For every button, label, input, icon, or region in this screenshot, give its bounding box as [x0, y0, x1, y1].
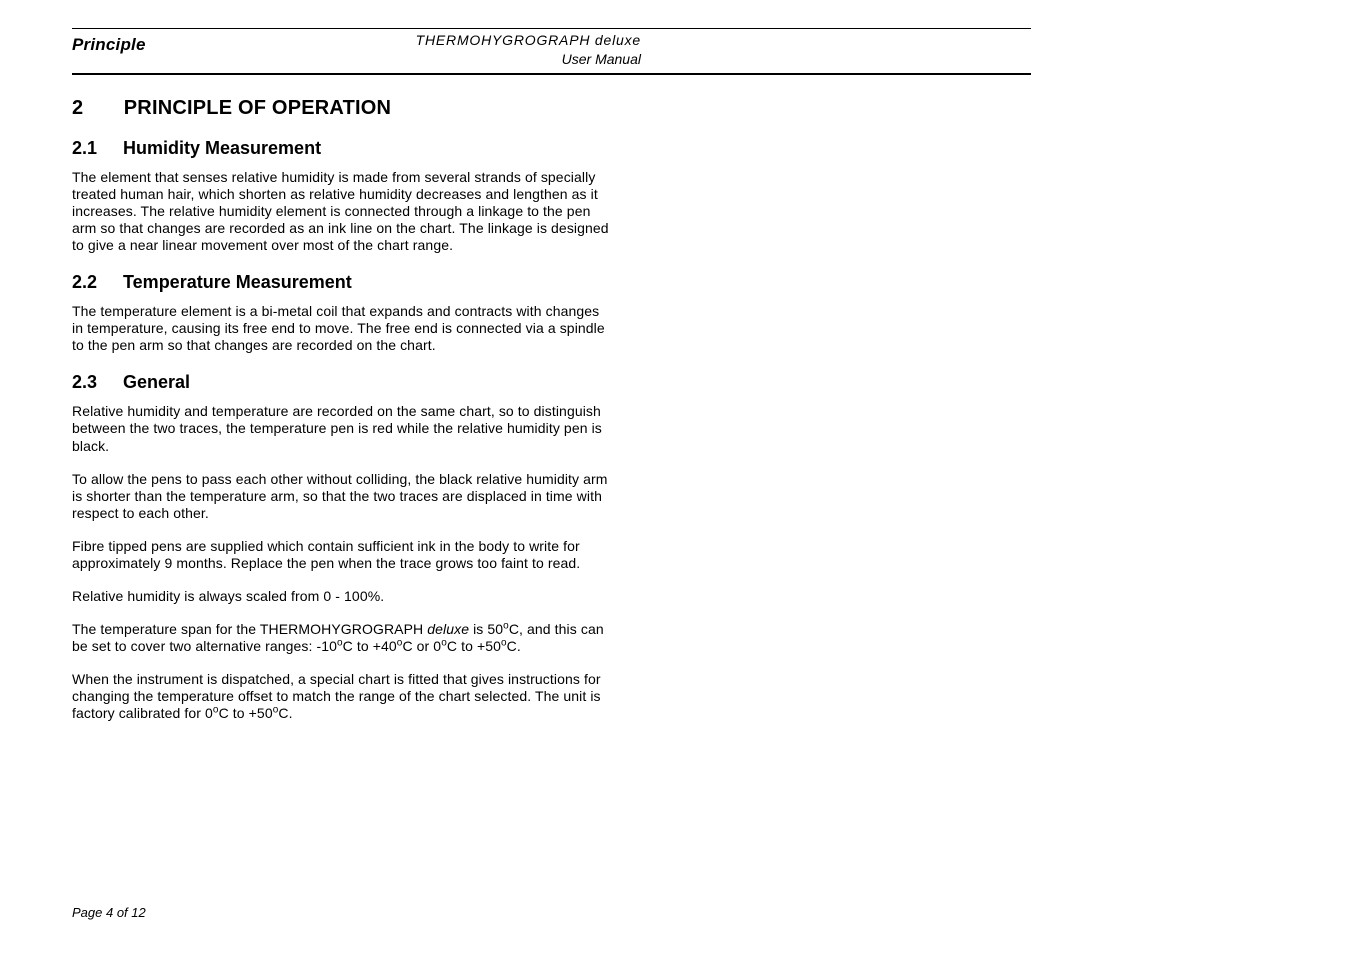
section-number: 2 — [72, 97, 118, 120]
subsection-title: General — [123, 372, 190, 392]
subsection-2-3-heading: 2.3 General — [72, 372, 1031, 393]
body-paragraph: The temperature element is a bi-metal co… — [72, 303, 612, 354]
subsection-number: 2.1 — [72, 138, 118, 159]
product-italic: deluxe — [427, 621, 469, 637]
section-title: PRINCIPLE OF OPERATION — [124, 97, 391, 119]
text-run: C. — [278, 705, 292, 721]
subsection-title: Humidity Measurement — [123, 138, 321, 158]
text-run: When the instrument is dispatched, a spe… — [72, 671, 601, 721]
page-header: Principle THERMOHYGROGRAPH deluxe User M… — [72, 29, 1031, 75]
page-footer: Page 4 of 12 — [72, 905, 146, 920]
text-run: C to +50 — [447, 638, 501, 654]
header-product-block: THERMOHYGROGRAPH deluxe User Manual — [416, 31, 1031, 69]
subsection-number: 2.3 — [72, 372, 118, 393]
manual-page: Principle THERMOHYGROGRAPH deluxe User M… — [0, 0, 1351, 954]
text-run: C or 0 — [402, 638, 441, 654]
body-paragraph: To allow the pens to pass each other wit… — [72, 471, 612, 522]
header-product: THERMOHYGROGRAPH deluxe — [416, 31, 641, 50]
body-paragraph: The element that senses relative humidit… — [72, 169, 612, 254]
body-paragraph: The temperature span for the THERMOHYGRO… — [72, 621, 612, 655]
subsection-2-2-heading: 2.2 Temperature Measurement — [72, 272, 1031, 293]
subsection-2-1-heading: 2.1 Humidity Measurement — [72, 138, 1031, 159]
text-run: is 50 — [469, 621, 503, 637]
text-run: C to +40 — [343, 638, 397, 654]
body-paragraph: Relative humidity and temperature are re… — [72, 403, 612, 454]
subsection-number: 2.2 — [72, 272, 118, 293]
body-paragraph: Fibre tipped pens are supplied which con… — [72, 538, 612, 572]
body-paragraph: Relative humidity is always scaled from … — [72, 588, 612, 605]
text-run: C to +50 — [219, 705, 273, 721]
section-heading: 2 PRINCIPLE OF OPERATION — [72, 97, 1031, 120]
header-subtitle: User Manual — [416, 50, 641, 69]
header-section-name: Principle — [72, 31, 146, 55]
subsection-title: Temperature Measurement — [123, 272, 352, 292]
body-paragraph: When the instrument is dispatched, a spe… — [72, 671, 612, 722]
text-run: C. — [507, 638, 521, 654]
text-run: The temperature span for the THERMOHYGRO… — [72, 621, 427, 637]
